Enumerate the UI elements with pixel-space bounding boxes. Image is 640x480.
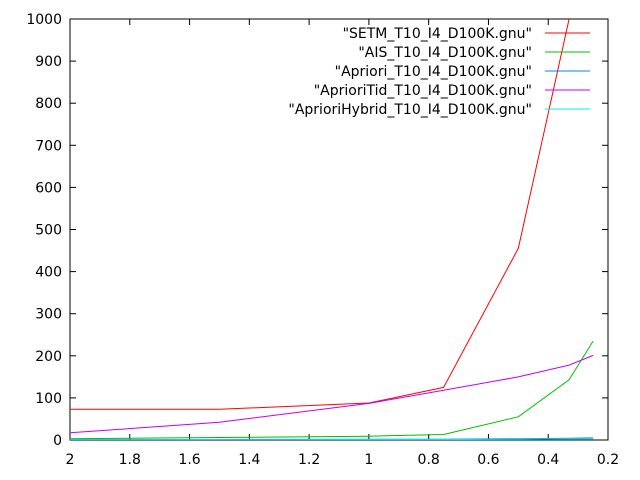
y-tick-label: 500 xyxy=(35,223,62,239)
series-line-5 xyxy=(70,438,594,440)
x-tick-label: 0.6 xyxy=(477,452,499,468)
series-line-2 xyxy=(70,340,594,440)
y-tick-label: 900 xyxy=(35,54,62,70)
legend-label-3: "Apriori_T10_I4_D100K.gnu" xyxy=(335,64,532,80)
y-tick-label: 800 xyxy=(35,96,62,112)
y-tick-label: 700 xyxy=(35,138,62,154)
y-tick-label: 0 xyxy=(53,433,62,449)
x-tick-label: 1.6 xyxy=(178,452,200,468)
x-tick-label: 2 xyxy=(66,452,75,468)
legend-label-2: "AIS_T10_I4_D100K.gnu" xyxy=(358,45,532,61)
y-axis-tick-labels: 0 100 200 300 400 500 600 700 800 900 1000 xyxy=(26,12,62,449)
y-tick-label: 600 xyxy=(35,180,62,196)
legend: "SETM_T10_I4_D100K.gnu" "AIS_T10_I4_D100K… xyxy=(288,26,590,118)
x-tick-label: 1.4 xyxy=(238,452,260,468)
x-tick-label: 0.4 xyxy=(537,452,559,468)
y-tick-label: 200 xyxy=(35,349,62,365)
series-lines xyxy=(70,19,594,440)
legend-label-1: "SETM_T10_I4_D100K.gnu" xyxy=(343,26,532,42)
legend-label-4: "AprioriTid_T10_I4_D100K.gnu" xyxy=(314,83,532,99)
y-tick-label: 400 xyxy=(35,265,62,281)
y-tick-label: 100 xyxy=(35,391,62,407)
x-tick-label: 1.8 xyxy=(119,452,141,468)
x-tick-label: 1 xyxy=(364,452,373,468)
x-tick-label: 0.2 xyxy=(597,452,619,468)
series-line-1 xyxy=(70,19,570,410)
x-axis-tick-labels: 2 1.8 1.6 1.4 1.2 1 0.8 0.6 0.4 0.2 xyxy=(66,452,620,468)
legend-label-5: "AprioriHybrid_T10_I4_D100K.gnu" xyxy=(288,102,532,118)
x-tick-label: 1.2 xyxy=(298,452,320,468)
x-tick-label: 0.8 xyxy=(418,452,440,468)
series-line-4 xyxy=(70,354,594,434)
y-tick-label: 1000 xyxy=(26,12,62,28)
y-tick-label: 300 xyxy=(35,307,62,323)
